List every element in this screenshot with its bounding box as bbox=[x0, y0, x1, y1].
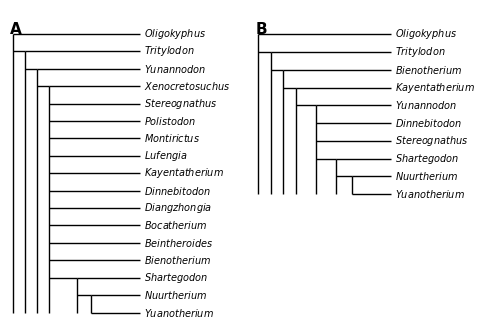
Text: $\it{Beintheroides}$: $\it{Beintheroides}$ bbox=[144, 237, 214, 249]
Text: $\it{Tritylodon}$: $\it{Tritylodon}$ bbox=[396, 45, 446, 59]
Text: $\it{Yuanotherium}$: $\it{Yuanotherium}$ bbox=[396, 188, 466, 200]
Text: $\it{Oligokyphus}$: $\it{Oligokyphus}$ bbox=[396, 28, 458, 41]
Text: B: B bbox=[256, 22, 267, 37]
Text: $\it{Kayentatherium}$: $\it{Kayentatherium}$ bbox=[144, 166, 224, 180]
Text: $\it{Bienotherium}$: $\it{Bienotherium}$ bbox=[396, 64, 462, 76]
Text: $\it{Lufengia}$: $\it{Lufengia}$ bbox=[144, 149, 188, 163]
Text: $\it{Nuurtherium}$: $\it{Nuurtherium}$ bbox=[396, 171, 458, 182]
Text: $\it{Tritylodon}$: $\it{Tritylodon}$ bbox=[144, 44, 195, 58]
Text: A: A bbox=[10, 22, 22, 37]
Text: $\it{Yuanotherium}$: $\it{Yuanotherium}$ bbox=[144, 307, 214, 318]
Text: $\it{Xenocretosuchus}$: $\it{Xenocretosuchus}$ bbox=[144, 80, 230, 92]
Text: $\it{Diangzhongia}$: $\it{Diangzhongia}$ bbox=[144, 201, 212, 215]
Text: $\it{Stereognathus}$: $\it{Stereognathus}$ bbox=[396, 134, 468, 148]
Text: $\it{Dinnebitodon}$: $\it{Dinnebitodon}$ bbox=[144, 185, 212, 197]
Text: $\it{Yunannodon}$: $\it{Yunannodon}$ bbox=[396, 99, 458, 112]
Text: $\it{Dinnebitodon}$: $\it{Dinnebitodon}$ bbox=[396, 117, 462, 129]
Text: $\it{Oligokyphus}$: $\it{Oligokyphus}$ bbox=[144, 27, 206, 41]
Text: $\it{Shartegodon}$: $\it{Shartegodon}$ bbox=[144, 271, 208, 285]
Text: $\it{Nuurtherium}$: $\it{Nuurtherium}$ bbox=[144, 289, 208, 301]
Text: $\it{Yunannodon}$: $\it{Yunannodon}$ bbox=[144, 63, 206, 75]
Text: $\it{Montirictus}$: $\it{Montirictus}$ bbox=[144, 133, 201, 144]
Text: $\it{Stereognathus}$: $\it{Stereognathus}$ bbox=[144, 97, 218, 111]
Text: $\it{Polistodon}$: $\it{Polistodon}$ bbox=[144, 115, 196, 127]
Text: $\it{Kayentatherium}$: $\it{Kayentatherium}$ bbox=[396, 81, 475, 95]
Text: $\it{Bienotherium}$: $\it{Bienotherium}$ bbox=[144, 254, 212, 266]
Text: $\it{Shartegodon}$: $\it{Shartegodon}$ bbox=[396, 152, 460, 166]
Text: $\it{Bocatherium}$: $\it{Bocatherium}$ bbox=[144, 219, 208, 232]
